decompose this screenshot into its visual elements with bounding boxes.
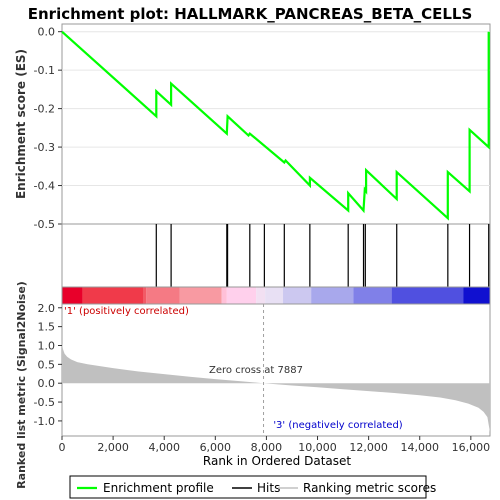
metric-y-tick-label: 0.5 bbox=[38, 358, 56, 371]
color-bar-segment bbox=[311, 287, 354, 304]
x-tick-label: 14,000 bbox=[400, 441, 439, 454]
color-bar-segment bbox=[62, 287, 83, 304]
legend-box bbox=[69, 475, 427, 499]
ranking-metric-area bbox=[62, 343, 490, 433]
x-tick-label: 10,000 bbox=[298, 441, 337, 454]
color-bar-segment bbox=[221, 287, 227, 304]
color-bar-segment bbox=[146, 287, 180, 304]
x-tick-label: 16,000 bbox=[452, 441, 491, 454]
x-tick-label: 0 bbox=[59, 441, 66, 454]
color-bar-segment bbox=[143, 287, 147, 304]
metric-y-tick-label: 2.0 bbox=[38, 302, 56, 315]
metric-y-axis: 2.0 1.5 1.0 0.5 0.0 -0.5 -1.0 bbox=[34, 302, 62, 428]
color-bar-segment bbox=[391, 287, 464, 304]
x-tick-label: 8,000 bbox=[251, 441, 283, 454]
metric-y-tick-label: 1.0 bbox=[38, 339, 56, 352]
enrichment-score-panel: 0.0 -0.1 -0.2 -0.3 -0.4 -0.5 Enrichment score… bbox=[14, 23, 491, 231]
color-bar-segment bbox=[179, 287, 222, 304]
ranked-metric-panel: 2.0 1.5 1.0 0.5 0.0 -0.5 -1.0 0 2,000 4,000 6,000… bbox=[15, 281, 491, 489]
color-bar-segment bbox=[226, 287, 257, 304]
hits-frame bbox=[61, 223, 491, 288]
es-y-tick-label: -0.2 bbox=[34, 103, 55, 116]
es-y-tick-label: -0.1 bbox=[34, 64, 55, 77]
metric-y-tick-label: 1.5 bbox=[38, 321, 56, 334]
es-y-tick-label: -0.4 bbox=[34, 180, 55, 193]
metric-y-tick-label: -0.5 bbox=[34, 396, 55, 409]
negative-correlation-label: '3' (negatively correlated) bbox=[273, 420, 402, 431]
es-y-axis-label: Enrichment score (ES) bbox=[14, 49, 28, 199]
positive-correlation-label: '1' (positively correlated) bbox=[64, 306, 189, 317]
metric-y-tick-label: -1.0 bbox=[34, 415, 55, 428]
color-bar-segment bbox=[256, 287, 266, 304]
color-bar-segment bbox=[283, 287, 312, 304]
x-axis-label: Rank in Ordered Dataset bbox=[203, 454, 351, 468]
x-tick-label: 4,000 bbox=[148, 441, 180, 454]
legend: Enrichment profile Hits Ranking metric s… bbox=[69, 475, 436, 499]
metric-y-axis-label: Ranked list metric (Signal2Noise) bbox=[15, 281, 28, 489]
es-y-tick-label: -0.5 bbox=[34, 218, 55, 231]
color-bar-segment bbox=[353, 287, 392, 304]
metric-y-tick-label: 0.0 bbox=[38, 377, 56, 390]
x-tick-label: 2,000 bbox=[97, 441, 129, 454]
color-bar-segment bbox=[463, 287, 490, 304]
es-y-axis: 0.0 -0.1 -0.2 -0.3 -0.4 -0.5 bbox=[34, 26, 62, 231]
hit-marks bbox=[155, 224, 490, 287]
ranking-color-bar bbox=[61, 286, 491, 305]
metric-plot-frame bbox=[61, 303, 491, 437]
enrichment-profile-line bbox=[61, 30, 490, 221]
chart-title: Enrichment plot: HALLMARK_PANCREAS_BETA_… bbox=[28, 5, 473, 23]
x-tick-label: 12,000 bbox=[349, 441, 388, 454]
legend-enrichment-label: Enrichment profile bbox=[103, 481, 214, 495]
es-plot-frame bbox=[61, 23, 491, 225]
hits-panel bbox=[61, 223, 491, 288]
color-bar-segment bbox=[265, 287, 284, 304]
legend-metric-label: Ranking metric scores bbox=[303, 481, 436, 495]
es-y-tick-label: -0.3 bbox=[34, 141, 55, 154]
zero-cross-label: Zero cross at 7887 bbox=[209, 365, 303, 376]
es-y-tick-label: 0.0 bbox=[38, 26, 56, 39]
metric-x-axis: 0 2,000 4,000 6,000 8,000 10,000 12,000 14,000 1… bbox=[59, 436, 491, 454]
x-tick-label: 6,000 bbox=[200, 441, 232, 454]
color-bar-segment bbox=[82, 287, 144, 304]
legend-hits-label: Hits bbox=[257, 481, 280, 495]
